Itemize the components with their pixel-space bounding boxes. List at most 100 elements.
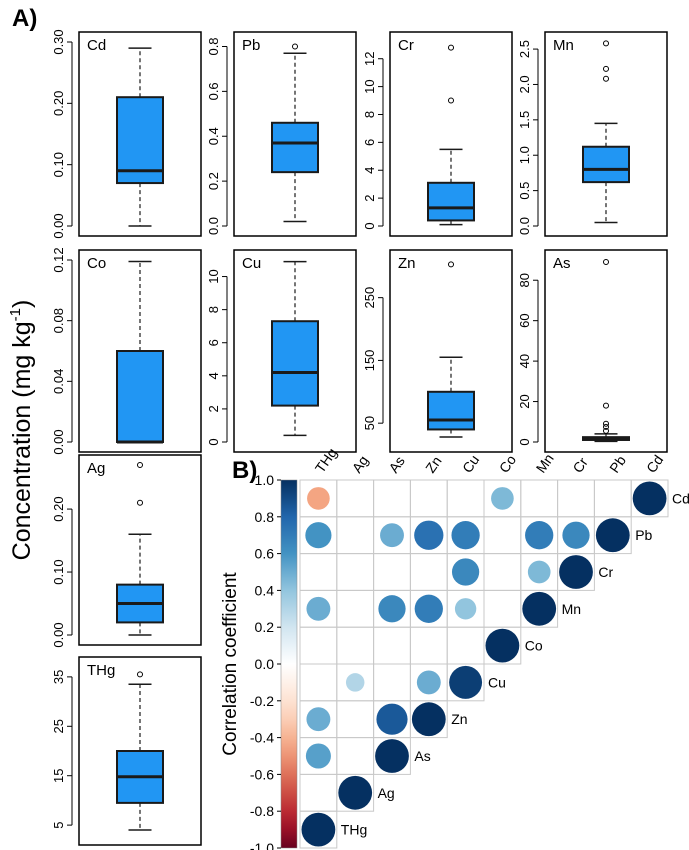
y-tick-label: 20 bbox=[517, 394, 532, 408]
y-tick-label: 250 bbox=[362, 287, 377, 309]
boxplot-mn: Mn 0.0 0.5 1.0 1.5 2.0 2.5 bbox=[517, 31, 668, 237]
boxplot-as: As 0 20 40 60 80 bbox=[517, 249, 668, 453]
y-tick-label: 0.00 bbox=[51, 622, 66, 647]
grid-cell bbox=[446, 663, 485, 702]
panel-title: Cd bbox=[87, 37, 106, 54]
y-tick-label: 12 bbox=[362, 51, 377, 65]
colorbar-title: Correlation coefficient bbox=[220, 572, 241, 756]
y-tick-label: 0 bbox=[517, 438, 532, 445]
correlation-circle bbox=[559, 555, 593, 589]
grid-cell bbox=[299, 553, 338, 591]
colorbar bbox=[280, 479, 298, 849]
row-label: Pb bbox=[635, 527, 652, 543]
correlation-circle bbox=[375, 739, 409, 773]
box bbox=[271, 121, 319, 174]
grid-cell bbox=[520, 479, 559, 518]
colorbar-tick-label: -0.8 bbox=[250, 803, 274, 819]
outlier-point bbox=[603, 259, 609, 266]
y-tick-label: 0.4 bbox=[206, 127, 221, 145]
grid-cell bbox=[593, 516, 632, 555]
box bbox=[582, 145, 630, 184]
outlier-point bbox=[137, 671, 143, 678]
outlier-point bbox=[603, 40, 609, 47]
grid-cell bbox=[336, 626, 375, 665]
outlier-point bbox=[603, 65, 609, 72]
y-tick-label: 0.20 bbox=[51, 91, 66, 116]
grid-cell bbox=[373, 479, 411, 518]
row-label: Zn bbox=[451, 711, 467, 727]
grid-cell bbox=[336, 700, 375, 739]
panel-title: THg bbox=[87, 662, 115, 679]
correlation-circle bbox=[378, 595, 406, 623]
colorbar-tick-label: 0.8 bbox=[255, 509, 275, 525]
panel-frame bbox=[544, 249, 668, 453]
y-tick-label: 0.10 bbox=[51, 559, 66, 584]
y-tick-label: 50 bbox=[362, 416, 377, 430]
grid-cell bbox=[409, 479, 448, 518]
correlation-circle bbox=[485, 628, 520, 663]
correlation-circle bbox=[338, 775, 373, 810]
correlation-circle bbox=[522, 591, 557, 626]
y-axis-label-main: Concentration (mg kg bbox=[8, 321, 36, 560]
panel-frame bbox=[233, 31, 357, 237]
y-tick-label: 0.08 bbox=[51, 308, 66, 333]
y-tick-label: 2.5 bbox=[517, 40, 532, 58]
box bbox=[116, 350, 164, 443]
y-tick-label: 35 bbox=[51, 670, 66, 684]
grid-cell bbox=[557, 553, 595, 591]
column-label: Pb bbox=[606, 452, 629, 475]
y-tick-label: 0.5 bbox=[517, 182, 532, 200]
column-label: Zn bbox=[422, 453, 444, 476]
y-tick-label: 0.0 bbox=[206, 217, 221, 235]
panel-frame bbox=[78, 31, 202, 237]
boxplot-thg: THg 5 15 25 35 bbox=[51, 656, 202, 846]
box bbox=[427, 181, 475, 222]
panel-title: Mn bbox=[553, 37, 574, 54]
y-tick-label: 0 bbox=[362, 222, 377, 229]
y-tick-label: 0.20 bbox=[51, 496, 66, 521]
boxplot-panels: Cd0.000.100.200.30 Pb0.00.20.40.60.8 Cr024… bbox=[51, 29, 668, 846]
correlation-circle bbox=[376, 703, 408, 735]
grid-cell bbox=[483, 589, 522, 628]
y-tick-label: 40 bbox=[517, 354, 532, 368]
correlation-circle bbox=[562, 521, 590, 549]
boxplot-cd: Cd 0.00 0.10 0.20 0.30 bbox=[51, 29, 202, 239]
grid-cell bbox=[373, 663, 411, 702]
y-tick-label: 15 bbox=[51, 768, 66, 782]
grid-cell bbox=[446, 626, 485, 665]
y-tick-label: 0.10 bbox=[51, 152, 66, 177]
y-tick-label: 1.5 bbox=[517, 111, 532, 129]
y-tick-label: 0.12 bbox=[51, 247, 66, 272]
panel-title: As bbox=[553, 255, 571, 272]
y-tick-label: 0.2 bbox=[206, 172, 221, 190]
y-tick-label: 25 bbox=[51, 719, 66, 733]
column-label: As bbox=[385, 453, 407, 476]
y-tick-label: 5 bbox=[51, 822, 66, 829]
column-label: Mn bbox=[533, 451, 557, 476]
y-tick-label: 0.30 bbox=[51, 29, 66, 54]
correlation-circle bbox=[380, 523, 404, 548]
outlier-point bbox=[603, 420, 609, 427]
correlation-circle bbox=[416, 670, 441, 695]
colorbar-tick-label: -1.0 bbox=[250, 840, 274, 850]
panel-frame bbox=[78, 249, 202, 453]
y-tick-label: 6 bbox=[362, 139, 377, 146]
row-label: As bbox=[414, 748, 430, 764]
correlation-circle bbox=[451, 558, 480, 586]
panel-title: Co bbox=[87, 255, 106, 272]
grid-cell bbox=[593, 479, 632, 518]
y-tick-label: 0.8 bbox=[206, 37, 221, 55]
grid-cell bbox=[299, 626, 338, 665]
panel-frame bbox=[389, 249, 513, 453]
row-label: Cu bbox=[488, 674, 506, 690]
grid-cell bbox=[336, 479, 375, 518]
correlation-circle bbox=[306, 596, 331, 621]
row-label: Cd bbox=[672, 490, 689, 506]
y-axis-label-end: ) bbox=[8, 300, 36, 308]
panel-frame bbox=[389, 31, 513, 237]
boxplot-pb: Pb 0.0 0.2 0.4 0.6 0.8 bbox=[206, 31, 357, 237]
y-tick-label: 0.6 bbox=[206, 82, 221, 100]
y-tick-label: 0 bbox=[206, 438, 221, 445]
outlier-point bbox=[292, 43, 298, 50]
y-tick-label: 0.00 bbox=[51, 429, 66, 454]
